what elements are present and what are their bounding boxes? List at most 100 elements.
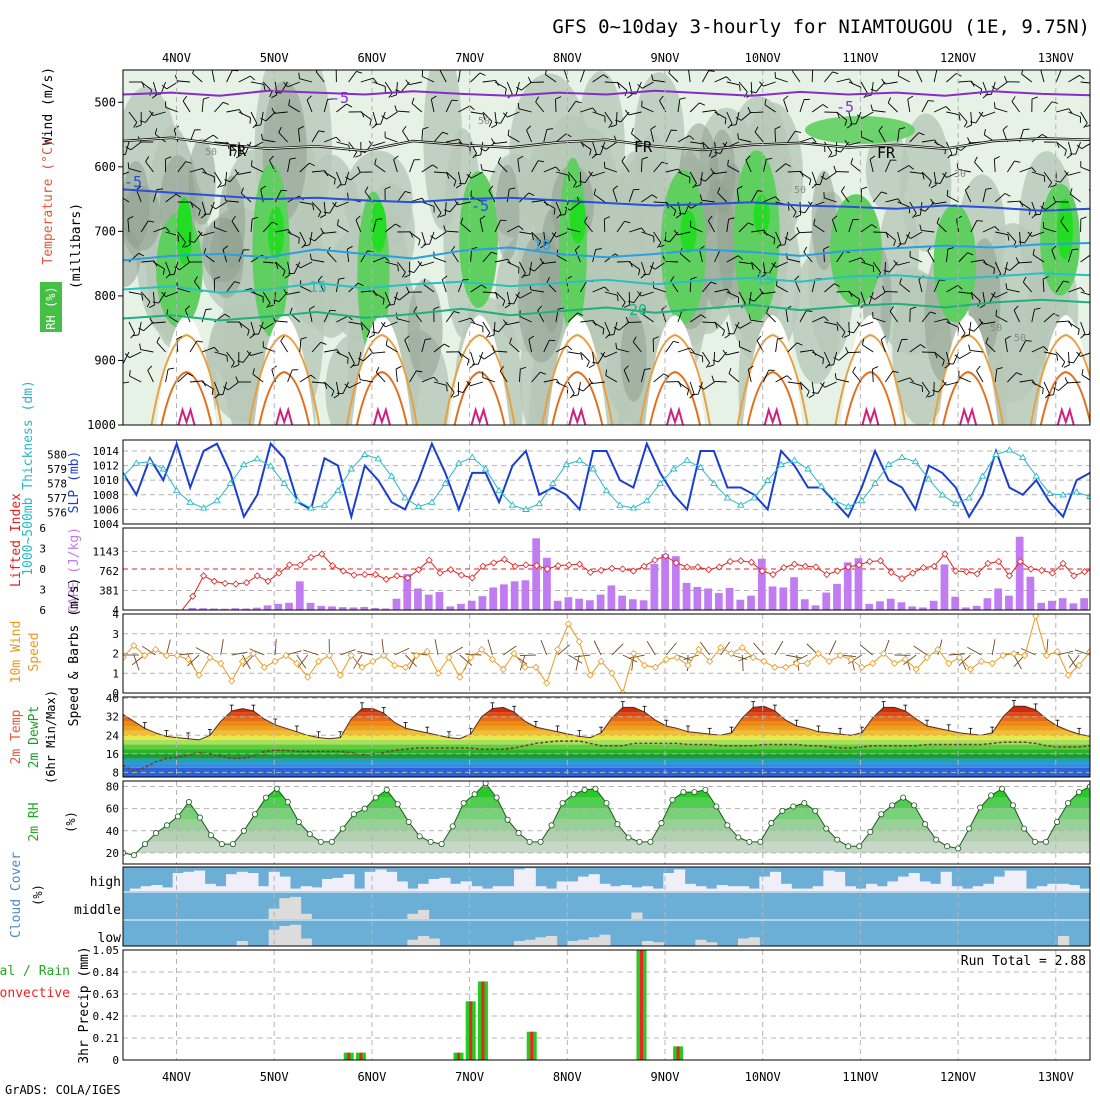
cloud-bar (130, 888, 142, 891)
wind-barb (605, 375, 618, 383)
wind-barb-flag (460, 68, 466, 69)
wind-barb-flag (979, 304, 986, 309)
wind-barb (641, 106, 654, 113)
wind-barb-flag (930, 198, 934, 205)
wind-barb (124, 141, 130, 155)
contour-label: 10 (533, 236, 551, 254)
wind-barb (152, 321, 166, 324)
wind-barb (433, 201, 442, 214)
wind-barb-flag (724, 118, 727, 125)
temp-axis-label: 2m Temp (9, 709, 24, 764)
run-total-label: Run Total = 2.88 (961, 954, 1086, 969)
wind-speed-marker (217, 659, 225, 667)
wind-barb-flag (198, 209, 201, 216)
cloud-bar (290, 896, 302, 919)
wind-barb (470, 284, 482, 293)
wind-barb (1043, 381, 1050, 394)
wind-barb (220, 639, 224, 656)
wind-barb-flag (994, 156, 1000, 160)
cape-bar (843, 562, 852, 610)
wind-barb (278, 132, 288, 143)
lifted-index-marker (275, 569, 283, 577)
wind-barb-flag (405, 79, 410, 85)
wind-barb (348, 351, 355, 364)
rh-marker (988, 792, 995, 799)
wind-barb-flag (526, 125, 532, 131)
wind-barb-flag (217, 394, 224, 396)
wind-barb-flag (385, 339, 388, 346)
lifted-index-marker (576, 560, 584, 568)
wind-barb (201, 381, 214, 390)
wind-barb (812, 316, 825, 323)
wind-barb (1009, 261, 1020, 271)
wind-barb (482, 377, 496, 383)
rh-marker (1076, 789, 1083, 796)
slp-tick-label: 1012 (93, 460, 120, 473)
wind-barb-flag (834, 149, 841, 153)
wind-barb (903, 654, 917, 665)
rh-marker (977, 804, 984, 811)
wind-barb (982, 111, 996, 117)
wind-barb-flag (908, 165, 914, 170)
wind-barb-flag (502, 300, 506, 307)
lifted-index-marker (221, 579, 229, 587)
wind-barb-flag (1094, 83, 1096, 89)
wind-barb (264, 321, 276, 330)
wind-barb (263, 346, 276, 353)
cape-bar (575, 598, 584, 610)
cloud-bar (450, 883, 462, 891)
wind-barb (372, 81, 386, 87)
wind-barb (1093, 222, 1100, 232)
wind-barb-flag (947, 247, 954, 250)
wind-barb (592, 74, 604, 83)
wind-barb (959, 351, 972, 359)
wind-barb-flag (176, 335, 183, 340)
wind-barb-flag (146, 301, 151, 308)
precip-tick-label: 0.63 (93, 988, 120, 1001)
wind-barb (976, 370, 984, 383)
wind-barb-flag (432, 164, 438, 169)
wind-barb-flag (914, 214, 921, 217)
thickness-marker (831, 496, 839, 504)
wind-barb-flag (188, 240, 195, 243)
wind-barb-flag (350, 363, 355, 369)
wind-barb (994, 193, 1006, 203)
wind-barb (409, 159, 415, 173)
wind-barb-flag (592, 107, 597, 113)
wind-barb (535, 101, 545, 113)
wind-barb-flag (469, 364, 475, 369)
lifted-index-marker (726, 557, 734, 566)
wind-barb (1019, 167, 1032, 173)
isotherm-35 (177, 406, 196, 425)
wind-barb-flag (991, 86, 998, 91)
cloud-bar (290, 924, 302, 946)
temp-band (123, 707, 1090, 713)
panel-frame (122, 613, 1091, 694)
wind-barb-flag (971, 293, 974, 300)
wind-barb (707, 220, 715, 233)
wind-barb (762, 291, 776, 295)
wind-barb (697, 381, 703, 395)
wind-barb (641, 194, 653, 203)
wind-tick-label: 1 (112, 667, 119, 680)
wind-barb-flag (406, 286, 410, 293)
wind-barb-flag (774, 196, 780, 202)
wind-barb-flag (271, 94, 277, 99)
cape-bar (220, 608, 229, 610)
rh-tick-label: 40 (106, 825, 119, 838)
wind-speed-marker (803, 659, 812, 667)
wind-barb (1043, 171, 1053, 183)
wind-barb (1031, 381, 1044, 389)
dry-boundary-layer (840, 315, 901, 425)
wind-barb (855, 111, 862, 125)
thickness-marker (844, 502, 853, 510)
wind-barb-flag (466, 173, 472, 179)
wind-barb (214, 141, 228, 144)
wind-barb (897, 339, 903, 353)
wind-barb (300, 261, 313, 269)
wind-barb-flag (469, 105, 475, 111)
thickness-marker (804, 465, 812, 472)
wind-barb-flag (260, 117, 267, 122)
wind-barb (311, 130, 320, 143)
wind-barb (519, 316, 532, 323)
